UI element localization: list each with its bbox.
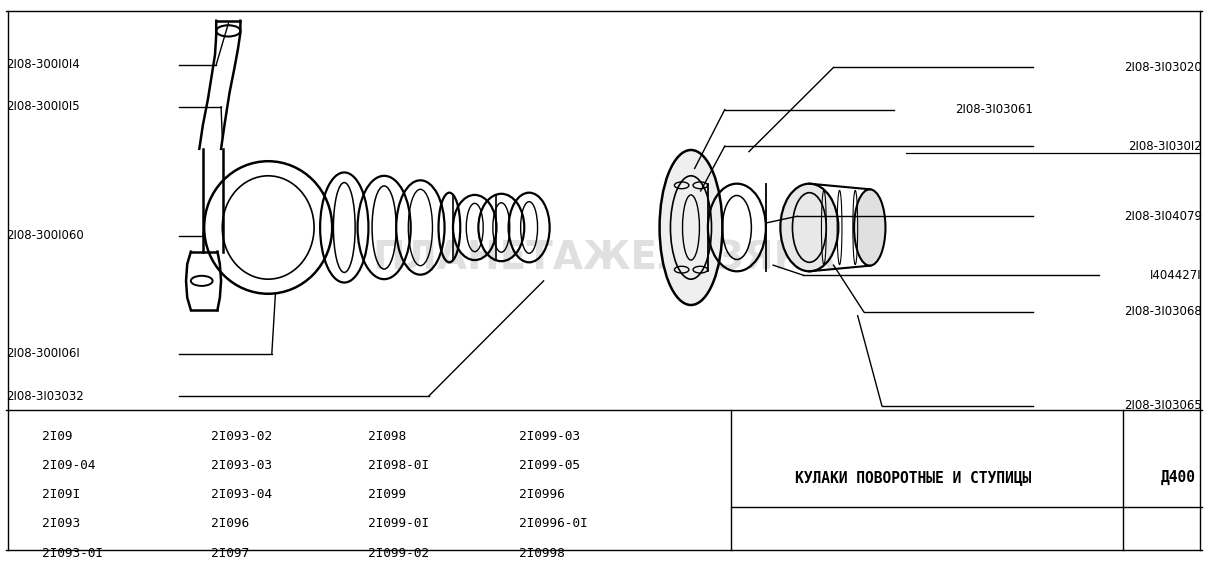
Text: 2I0998: 2I0998 [519, 547, 565, 560]
Text: КУЛАКИ ПОВОРОТНЫЕ И СТУПИЦЫ: КУЛАКИ ПОВОРОТНЫЕ И СТУПИЦЫ [795, 470, 1032, 485]
Text: 2I093-0I: 2I093-0I [42, 547, 103, 560]
Text: 2I093-03: 2I093-03 [211, 459, 272, 472]
Ellipse shape [660, 150, 722, 305]
Text: Д400: Д400 [1161, 470, 1196, 485]
Text: 2I093-04: 2I093-04 [211, 488, 272, 501]
Text: 2I093-02: 2I093-02 [211, 430, 272, 443]
Text: 2I099: 2I099 [368, 488, 407, 501]
Ellipse shape [780, 184, 838, 271]
Text: 2I098-0I: 2I098-0I [368, 459, 429, 472]
Text: ПЛАНЕТАЖЕЛЕЗЯКА: ПЛАНЕТАЖЕЛЕЗЯКА [372, 239, 836, 278]
Ellipse shape [854, 189, 885, 266]
Text: 2I0996-0I: 2I0996-0I [519, 517, 588, 530]
Text: 2I09-04: 2I09-04 [42, 459, 95, 472]
Text: 2I099-02: 2I099-02 [368, 547, 429, 560]
Text: 2I099-05: 2I099-05 [519, 459, 580, 472]
Text: 2I09I: 2I09I [42, 488, 81, 501]
Text: 2I09: 2I09 [42, 430, 72, 443]
Text: 2I08-300I060: 2I08-300I060 [6, 229, 83, 243]
Text: 2I08-3I030I2: 2I08-3I030I2 [1128, 140, 1202, 153]
Text: 2I08-3I03065: 2I08-3I03065 [1125, 399, 1202, 412]
Text: 2I093: 2I093 [42, 517, 81, 530]
Text: 2I08-300I0I4: 2I08-300I0I4 [6, 58, 80, 71]
Text: 2I08-3I03068: 2I08-3I03068 [1125, 305, 1202, 318]
Text: 2I08-3I04079: 2I08-3I04079 [1123, 210, 1202, 223]
Text: 2I098: 2I098 [368, 430, 407, 443]
Text: 2I08-3I03020: 2I08-3I03020 [1125, 61, 1202, 74]
Text: 2I099-03: 2I099-03 [519, 430, 580, 443]
Text: 2I08-3I03061: 2I08-3I03061 [956, 103, 1033, 116]
Text: 2I097: 2I097 [211, 547, 250, 560]
Text: 2I096: 2I096 [211, 517, 250, 530]
Text: 2I099-0I: 2I099-0I [368, 517, 429, 530]
Text: 2I08-300I06I: 2I08-300I06I [6, 347, 80, 360]
Text: 2I08-300I0I5: 2I08-300I0I5 [6, 100, 80, 113]
Text: I404427I: I404427I [1150, 269, 1202, 282]
Text: 2I08-3I03032: 2I08-3I03032 [6, 390, 83, 403]
Text: 2I0996: 2I0996 [519, 488, 565, 501]
